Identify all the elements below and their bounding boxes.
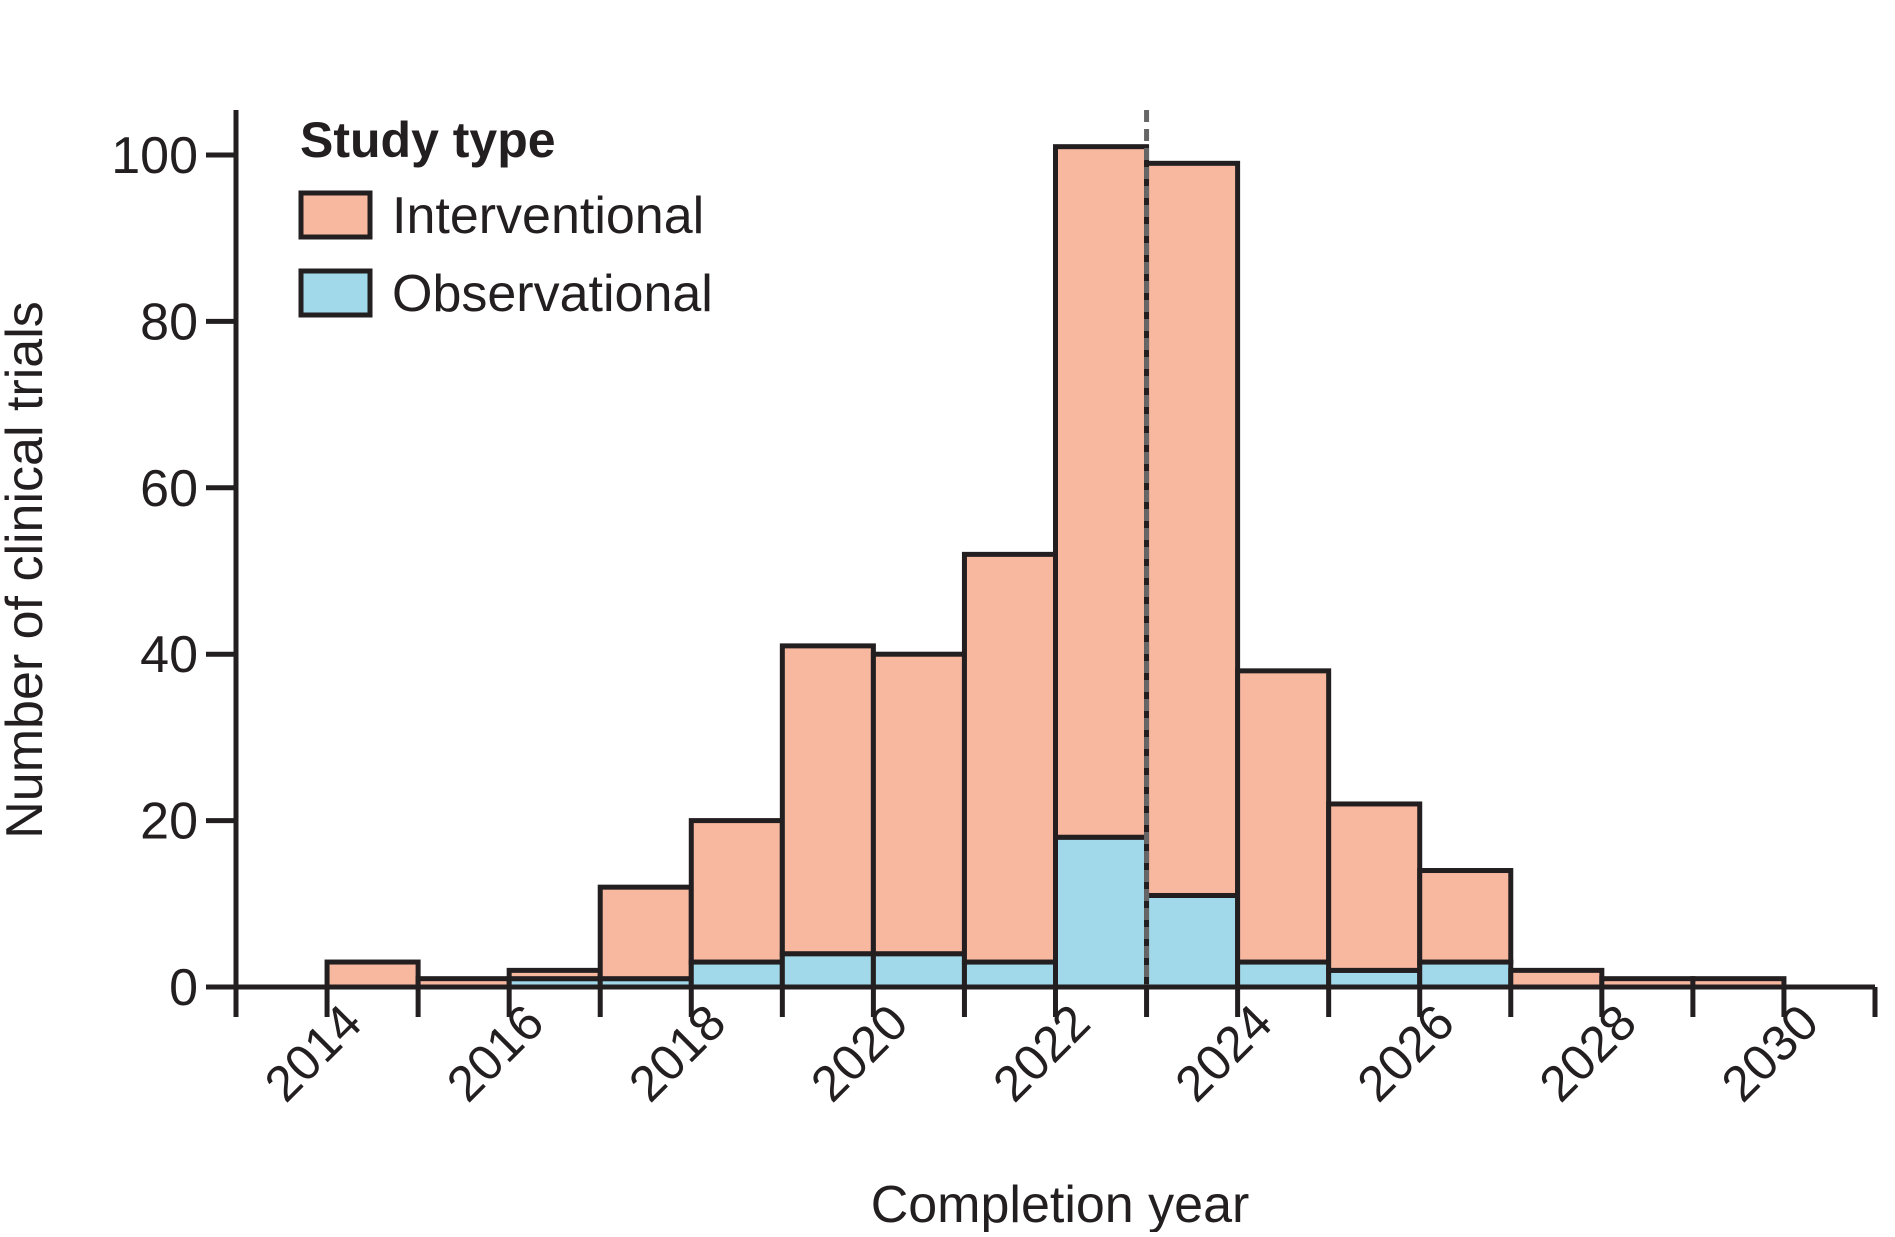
bar-interventional-2019: [779, 643, 876, 957]
bar-interventional-2025: [1326, 801, 1423, 973]
legend-swatch-interventional: [298, 190, 373, 240]
legend-label-observational: Observational: [392, 265, 713, 323]
bar-interventional-2016: [506, 967, 603, 982]
x-tick-label-2020: 2020: [800, 994, 918, 1112]
bar-observational-2018: [688, 959, 785, 990]
x-tick-label-2024: 2024: [1164, 994, 1282, 1112]
y-tick-label-40: 40: [140, 626, 198, 684]
bar-observational-2026: [1417, 959, 1514, 990]
x-tick-label-2014: 2014: [254, 994, 372, 1112]
x-tick-label-2022: 2022: [982, 994, 1100, 1112]
bar-observational-2024: [1235, 959, 1332, 990]
legend-swatch-observational: [298, 268, 373, 318]
bar-observational-2021: [961, 959, 1059, 990]
bar-interventional-2018: [688, 818, 785, 965]
x-tick-label-2030: 2030: [1711, 994, 1829, 1112]
bar-interventional-2022: [1053, 144, 1150, 840]
bars-layer: [324, 144, 1787, 990]
x-tick-label-2018: 2018: [618, 994, 736, 1112]
x-axis-label: Completion year: [871, 1176, 1250, 1232]
bar-interventional-2020: [870, 651, 967, 957]
y-tick-label-80: 80: [140, 293, 198, 351]
y-tick-label-0: 0: [169, 959, 198, 1017]
y-tick-label-60: 60: [140, 460, 198, 518]
x-tick-label-2026: 2026: [1347, 994, 1465, 1112]
bar-observational-2020: [870, 951, 967, 990]
bar-interventional-2026: [1417, 868, 1514, 965]
x-tick-label-2028: 2028: [1529, 994, 1647, 1112]
bar-interventional-2024: [1235, 668, 1332, 965]
legend-title: Study type: [300, 112, 556, 168]
bar-interventional-2017: [597, 884, 694, 982]
legend-label-interventional: Interventional: [392, 187, 704, 245]
bar-interventional-2023: [1144, 160, 1241, 898]
legend: Study type Interventional Observational: [298, 112, 713, 323]
y-axis-label: Number of clinical trials: [0, 301, 54, 839]
bar-observational-2022: [1053, 834, 1150, 990]
y-tick-label-100: 100: [111, 127, 198, 185]
bar-interventional-2014: [324, 959, 421, 990]
bar-observational-2019: [779, 951, 876, 990]
bar-interventional-2021: [961, 551, 1059, 965]
bar-observational-2023: [1144, 892, 1241, 990]
x-tick-label-2016: 2016: [436, 994, 554, 1112]
y-tick-label-20: 20: [140, 793, 198, 851]
